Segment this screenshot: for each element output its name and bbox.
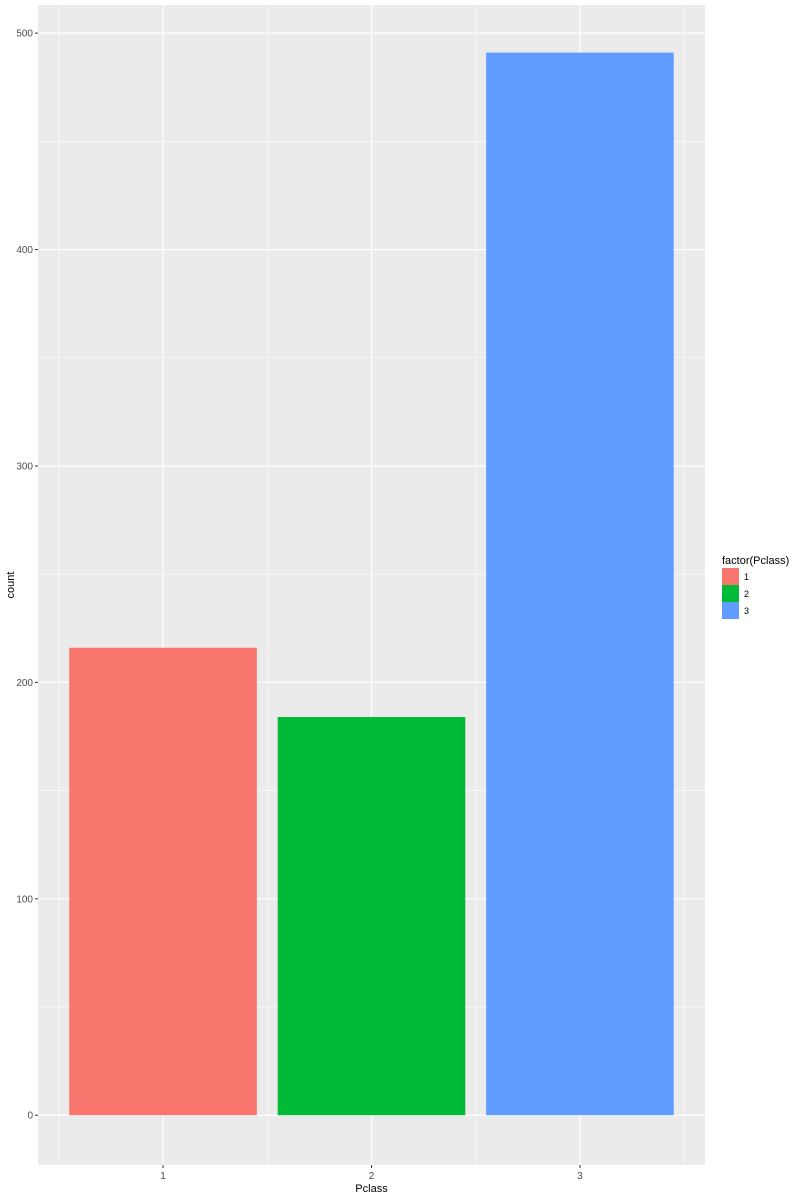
- x-tick-label: 2: [369, 1171, 375, 1182]
- y-axis: 0 100 200 300 400 500: [16, 29, 38, 1122]
- x-axis: 1 2 3: [160, 1165, 583, 1182]
- bar-pclass-3: [486, 52, 674, 1116]
- y-tick-label: 200: [16, 678, 33, 689]
- y-tick-label: 300: [16, 461, 33, 472]
- legend-items: 1 2 3: [722, 568, 749, 619]
- legend-label: 1: [744, 572, 749, 582]
- legend-swatch-3: [722, 602, 739, 619]
- y-tick-label: 0: [27, 1111, 33, 1122]
- bars: [69, 52, 674, 1116]
- y-tick-label: 400: [16, 245, 33, 256]
- y-tick-label: 100: [16, 894, 33, 905]
- legend-label: 3: [744, 606, 749, 616]
- legend-swatch-1: [722, 568, 739, 585]
- y-axis-title: count: [5, 572, 17, 599]
- bar-pclass-2: [277, 717, 466, 1116]
- x-tick-label: 3: [577, 1171, 583, 1182]
- legend-swatch-2: [722, 585, 739, 602]
- x-axis-title: Pclass: [355, 1183, 388, 1195]
- x-tick-label: 1: [160, 1171, 166, 1182]
- legend: factor(Pclass) 1 2 3: [722, 555, 789, 619]
- legend-label: 2: [744, 589, 749, 599]
- legend-title: factor(Pclass): [722, 555, 789, 567]
- y-tick-label: 500: [16, 29, 33, 40]
- bar-pclass-1: [69, 647, 257, 1116]
